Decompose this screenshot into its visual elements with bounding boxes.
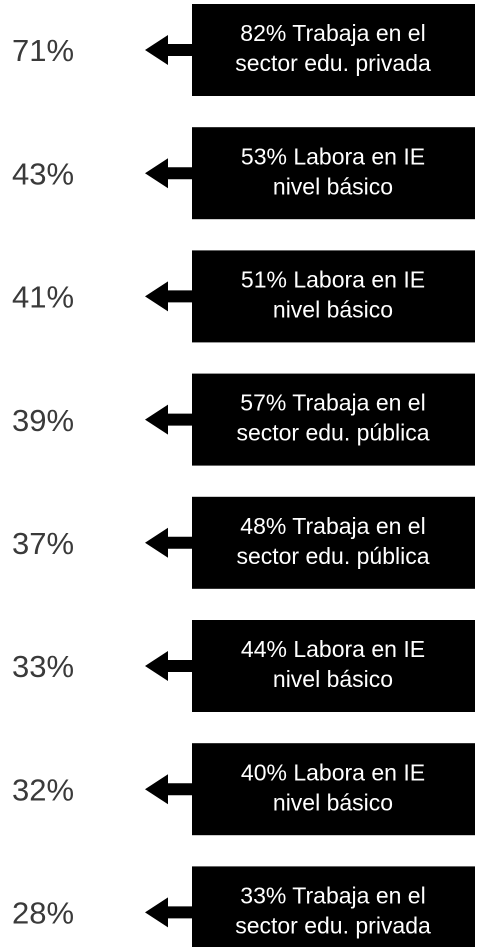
label-line: nivel básico	[273, 789, 393, 815]
label-line: 51% Labora en IE	[241, 266, 425, 292]
label-line: nivel básico	[273, 296, 393, 322]
label-line: 48% Trabaja en el	[240, 513, 425, 539]
label-box	[192, 250, 475, 343]
label-box	[192, 743, 475, 836]
percent: 32%	[12, 772, 74, 807]
label-box	[192, 127, 475, 220]
label-line: sector edu. pública	[236, 420, 429, 446]
label-line: 44% Labora en IE	[241, 636, 425, 662]
percent: 28%	[12, 896, 74, 931]
arrow	[145, 774, 200, 805]
label-line: 57% Trabaja en el	[240, 390, 425, 416]
arrow	[145, 404, 200, 435]
percent: 71%	[12, 33, 74, 68]
label-box	[192, 620, 475, 712]
label-line: nivel básico	[273, 173, 393, 199]
arrow	[145, 527, 200, 558]
percent: 43%	[12, 156, 74, 191]
label-line: 40% Labora en IE	[241, 759, 425, 785]
arrow	[145, 158, 200, 189]
arrow	[145, 897, 200, 928]
percent: 37%	[12, 526, 74, 561]
arrow	[145, 651, 200, 681]
label-line: sector edu. privada	[235, 50, 431, 76]
label-line: 53% Labora en IE	[241, 143, 425, 169]
label-line: 33% Trabaja en el	[240, 882, 425, 908]
label-box	[192, 373, 475, 466]
label-box	[192, 866, 475, 952]
percent: 41%	[12, 280, 74, 315]
label-line: sector edu. pública	[236, 543, 429, 569]
label-line: 82% Trabaja en el	[240, 20, 425, 46]
label-line: nivel básico	[273, 666, 393, 692]
percent: 39%	[12, 403, 74, 438]
label-line: sector edu. privada	[235, 912, 431, 938]
arrow	[145, 35, 200, 65]
label-box	[192, 4, 475, 96]
percent: 33%	[12, 649, 74, 684]
arrow	[145, 281, 200, 312]
label-box	[192, 496, 475, 589]
